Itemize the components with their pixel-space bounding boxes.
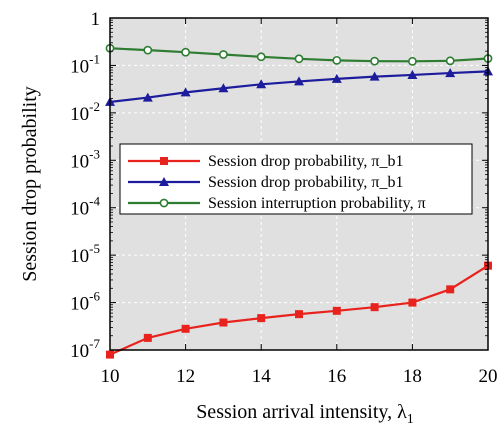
y-tick-label: 10-3 bbox=[70, 146, 100, 172]
series-0-point bbox=[408, 298, 417, 307]
series-1-point bbox=[218, 83, 229, 93]
legend-label-2: Session interruption probability, π bbox=[208, 195, 426, 212]
y-tick-label: 10-1 bbox=[70, 51, 100, 77]
series-1-point bbox=[142, 92, 153, 102]
legend: Session drop probability, π_b1 Session dr… bbox=[119, 143, 473, 215]
series-1-point bbox=[369, 71, 380, 81]
series-2-point bbox=[332, 55, 342, 65]
legend-swatch-marker bbox=[160, 157, 168, 165]
series-1-point bbox=[256, 79, 267, 89]
series-2-point bbox=[294, 54, 304, 64]
series-1-point bbox=[294, 76, 304, 86]
series-2-point bbox=[143, 45, 153, 55]
x-tick-label: 10 bbox=[101, 366, 120, 387]
x-tick-label: 14 bbox=[252, 366, 272, 387]
ticks bbox=[109, 17, 489, 351]
series-1-point bbox=[407, 69, 418, 79]
series-0-point bbox=[143, 333, 152, 342]
legend-label-0: Session drop probability, π_b1 bbox=[208, 153, 403, 170]
series-0-point bbox=[181, 324, 190, 333]
legend-swatch-marker bbox=[159, 177, 169, 186]
y-tick-label: 10-6 bbox=[70, 289, 100, 315]
y-tick-label: 10-2 bbox=[70, 99, 100, 125]
y-axis-label: Session drop probability bbox=[19, 86, 41, 282]
legend-swatch-marker bbox=[159, 198, 169, 208]
x-tick-label: 18 bbox=[403, 366, 422, 387]
series-1-point bbox=[445, 68, 456, 78]
series-2-point bbox=[407, 56, 417, 66]
x-axis-label: Session arrival intensity, λ1 bbox=[196, 401, 414, 427]
series-0-point bbox=[370, 303, 379, 312]
y-tick-label: 10-4 bbox=[70, 194, 100, 220]
series-0-point bbox=[332, 306, 341, 315]
series-0-point bbox=[219, 318, 228, 327]
y-tick-label: 1 bbox=[91, 9, 101, 30]
x-tick-label: 12 bbox=[176, 366, 195, 387]
y-tick-label: 10-5 bbox=[70, 241, 100, 267]
series-2-point bbox=[370, 56, 379, 66]
x-tick-label: 20 bbox=[479, 366, 498, 387]
y-tick-label: 10-7 bbox=[70, 336, 100, 362]
series-1-point bbox=[180, 87, 191, 97]
x-tick-labels: 10 12 14 16 18 20 bbox=[101, 366, 498, 387]
series-0-point bbox=[257, 314, 266, 323]
x-tick-label: 16 bbox=[327, 366, 346, 387]
plot-frame bbox=[109, 17, 489, 351]
y-tick-labels: 10-7 10-6 10-5 10-4 10-3 10-2 10-1 1 bbox=[70, 9, 100, 362]
series-1-point bbox=[331, 73, 342, 83]
series-2-point bbox=[181, 47, 190, 57]
series-0-point bbox=[106, 350, 114, 359]
series-2-point bbox=[256, 52, 266, 62]
series-0-point bbox=[295, 310, 303, 319]
series-0-point bbox=[446, 285, 455, 294]
legend-label-1: Session drop probability, π_b1 bbox=[208, 174, 403, 191]
series-2-point bbox=[218, 50, 228, 59]
legend-entries: Session drop probability, π_b1 Session dr… bbox=[128, 153, 426, 212]
series-2-point bbox=[445, 56, 455, 66]
